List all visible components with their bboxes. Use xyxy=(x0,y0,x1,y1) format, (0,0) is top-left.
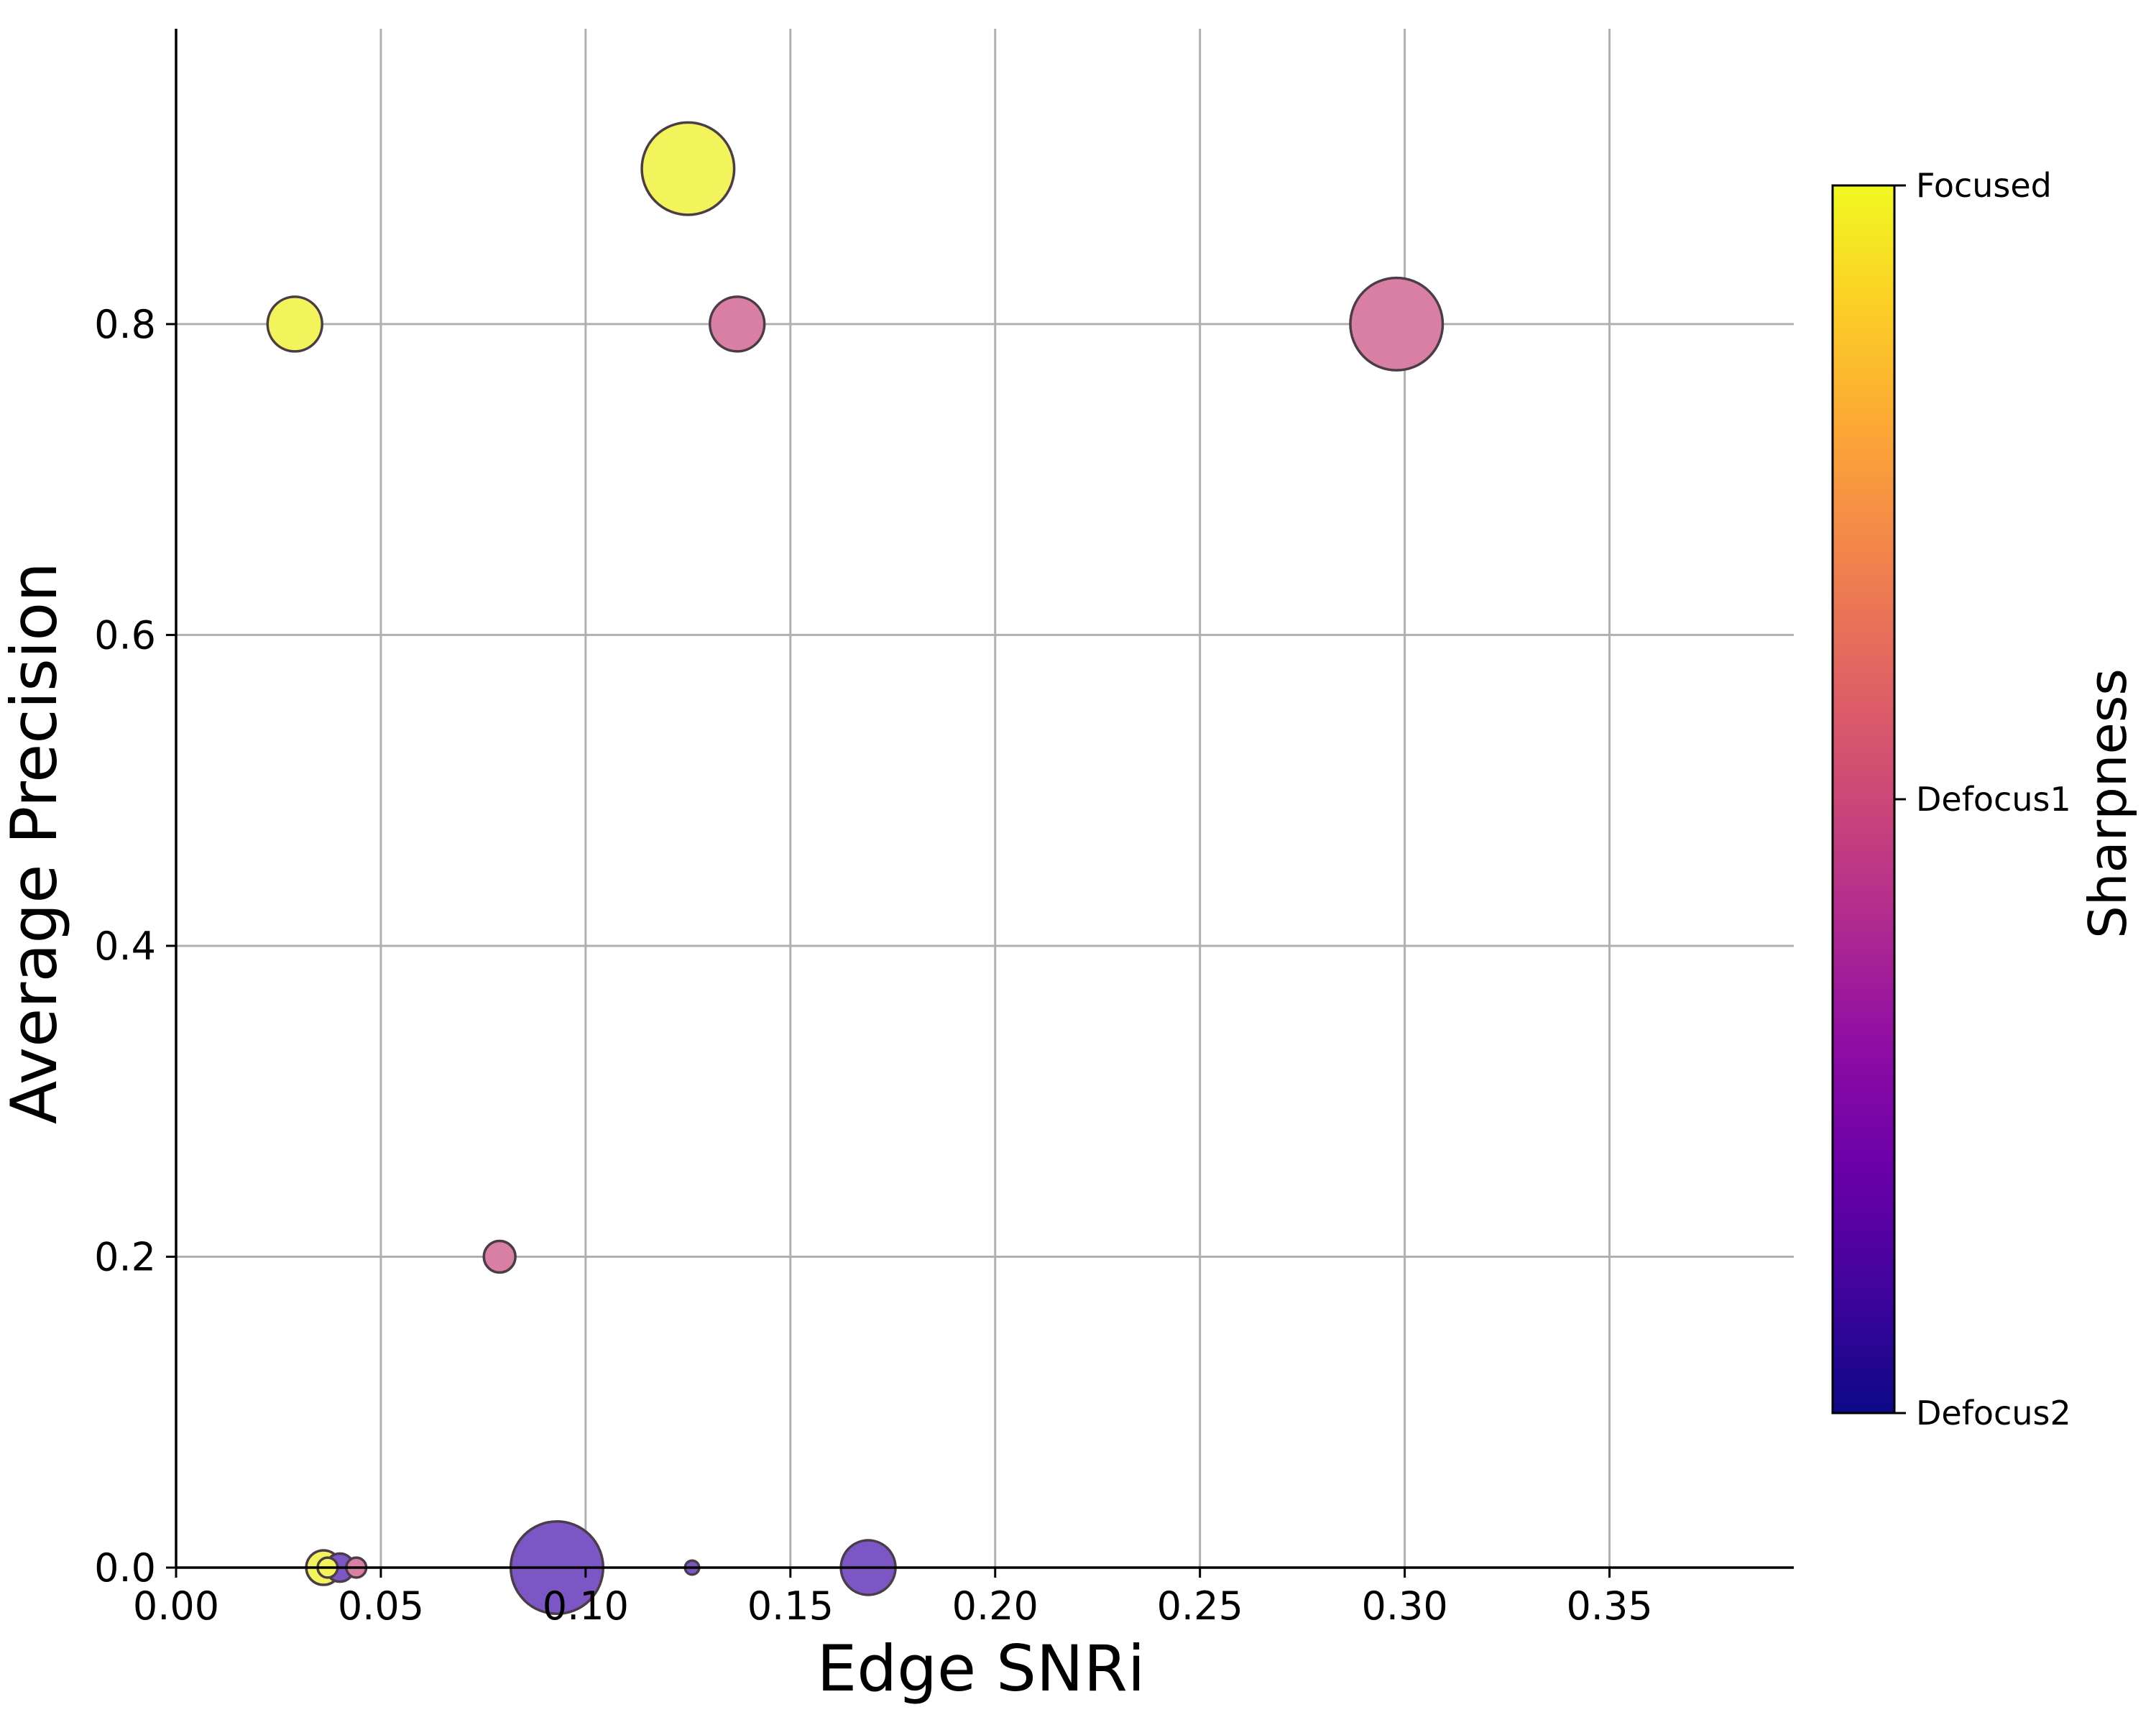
data-point-defocus1 xyxy=(482,1239,517,1274)
colorbar-tick-label: Focused xyxy=(1916,166,2052,205)
colorbar-tick-label: Defocus1 xyxy=(1916,780,2071,819)
data-point-defocus1 xyxy=(709,295,766,353)
x-tick-label: 0.00 xyxy=(133,1583,219,1629)
x-tick-label: 0.30 xyxy=(1362,1583,1448,1629)
data-points xyxy=(266,121,1445,1616)
x-tick-labels: 0.00 0.05 0.10 0.15 0.20 0.25 0.30 0.35 xyxy=(133,1583,1653,1629)
grid-lines xyxy=(176,29,1794,1568)
colorbar-gradient xyxy=(1831,184,1896,1414)
x-tick-label: 0.05 xyxy=(338,1583,424,1629)
y-tick-label: 0.0 xyxy=(94,1545,156,1591)
y-tick-labels: 0.0 0.2 0.4 0.6 0.8 xyxy=(94,302,156,1591)
colorbar-tick-label: Defocus2 xyxy=(1916,1394,2071,1432)
y-tick-label: 0.8 xyxy=(94,302,156,347)
data-point-defocus1 xyxy=(1349,276,1445,372)
colorbar: Defocus2 Defocus1 Focused Sharpness xyxy=(1831,166,2138,1432)
data-point-focused xyxy=(266,295,323,353)
y-tick-label: 0.6 xyxy=(94,612,156,658)
colorbar-title: Sharpness xyxy=(2078,668,2138,939)
y-axis-title: Average Precision xyxy=(0,562,71,1124)
x-tick-label: 0.20 xyxy=(952,1583,1038,1629)
x-tick-label: 0.35 xyxy=(1566,1583,1652,1629)
x-tick-label: 0.25 xyxy=(1157,1583,1243,1629)
y-tick-label: 0.4 xyxy=(94,924,156,969)
y-tick-label: 0.2 xyxy=(94,1234,156,1279)
x-tick-label: 0.15 xyxy=(747,1583,834,1629)
x-axis-title: Edge SNRi xyxy=(817,1632,1146,1706)
colorbar-ticks: Defocus2 Defocus1 Focused xyxy=(1894,166,2071,1432)
axes xyxy=(166,29,1794,1578)
x-tick-label: 0.10 xyxy=(543,1583,629,1629)
data-point-focused xyxy=(640,121,736,216)
